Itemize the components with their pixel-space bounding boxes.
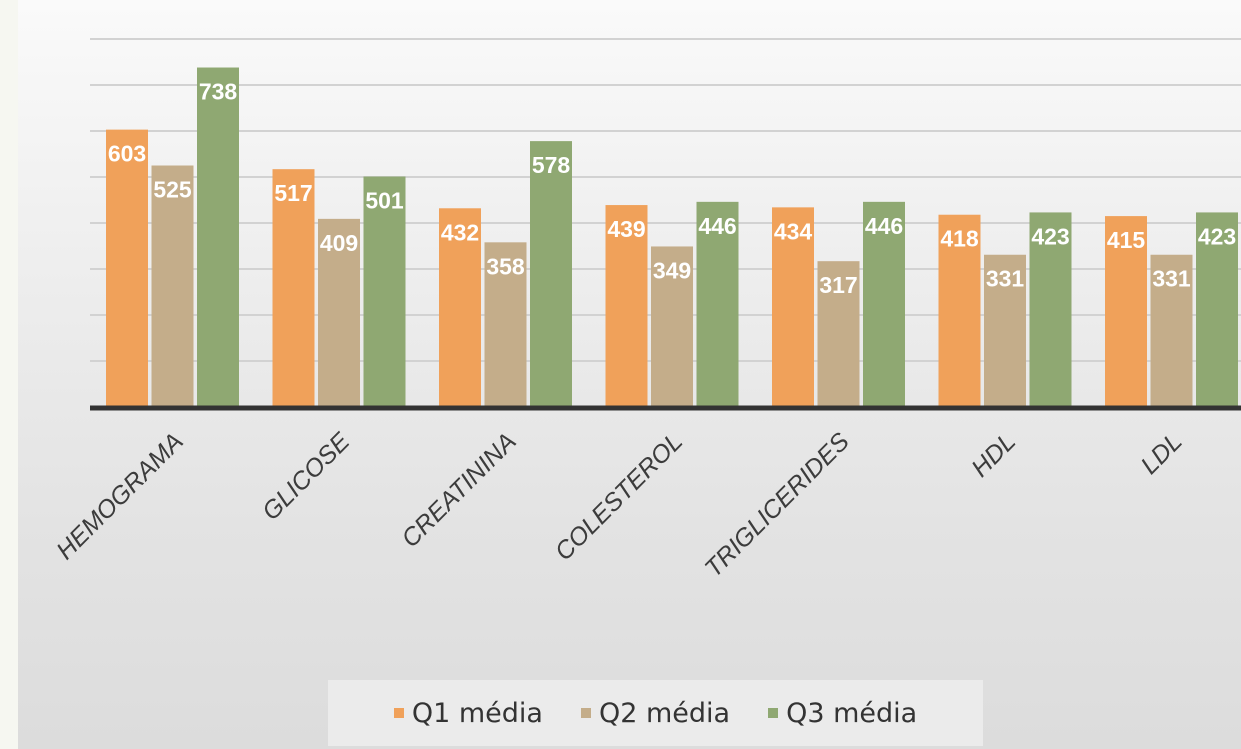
category-labels: HEMOGRAMA GLICOSE CREATININA COLESTEROL TRIG… — [51, 427, 1188, 583]
bar — [651, 246, 693, 407]
bar — [318, 218, 360, 407]
category-label: HEMOGRAMA — [51, 427, 189, 565]
category-label: TRIGLICERIDES — [699, 427, 855, 583]
bar — [197, 67, 239, 408]
bar — [1196, 212, 1238, 407]
data-label: 358 — [486, 253, 525, 279]
bar — [151, 165, 194, 407]
data-label: 432 — [441, 219, 479, 245]
bar — [1029, 212, 1072, 407]
category-label: COLESTEROL — [550, 427, 689, 566]
data-label: 415 — [1107, 227, 1146, 253]
data-label: 349 — [653, 257, 691, 283]
chart-panel: 603 525 738 517 409 501 432 358 578 439 349 446 434 3… — [18, 0, 1241, 749]
bar — [106, 129, 148, 407]
bar — [439, 208, 481, 407]
bars — [106, 67, 1238, 408]
bar — [984, 254, 1026, 407]
data-label: 603 — [108, 141, 146, 167]
bar — [484, 242, 527, 407]
bar — [272, 169, 315, 407]
data-label: 578 — [532, 152, 571, 178]
data-label: 446 — [865, 213, 903, 239]
legend-label: Q3 média — [786, 697, 918, 729]
bar — [1105, 216, 1147, 407]
legend-swatch — [393, 708, 404, 718]
legend: Q1 média Q2 média Q3 média — [328, 680, 983, 746]
bar — [363, 176, 406, 407]
legend-swatch — [580, 708, 591, 718]
data-label: 738 — [199, 79, 238, 105]
category-label: HDL — [966, 427, 1021, 482]
data-label: 446 — [698, 213, 736, 239]
data-label: 317 — [819, 272, 857, 298]
data-labels: 603 525 738 517 409 501 432 358 578 439 349 446 434 3… — [108, 79, 1236, 299]
legend-swatch — [768, 708, 779, 718]
bar — [605, 205, 648, 407]
category-label: CREATININA — [396, 427, 522, 553]
bar — [817, 261, 860, 407]
data-label: 418 — [940, 226, 979, 252]
data-label: 331 — [1152, 266, 1191, 292]
legend-item: Q2 média — [580, 697, 731, 729]
data-label: 331 — [986, 266, 1025, 292]
bar — [938, 214, 981, 407]
data-label: 501 — [365, 188, 404, 214]
bar — [696, 201, 739, 407]
legend-label: Q1 média — [411, 697, 543, 729]
data-label: 423 — [1031, 223, 1069, 249]
legend-label: Q2 média — [598, 697, 731, 729]
bar — [863, 201, 905, 407]
bar — [772, 207, 814, 407]
legend-item: Q1 média — [393, 697, 543, 729]
data-label: 434 — [774, 218, 813, 244]
category-label: GLICOSE — [257, 427, 356, 526]
bar-chart: 603 525 738 517 409 501 432 358 578 439 349 446 434 3… — [51, 38, 1241, 583]
bar — [1150, 254, 1193, 407]
data-label: 439 — [607, 216, 645, 242]
bar — [530, 141, 572, 407]
data-label: 517 — [274, 180, 312, 206]
legend-item: Q3 média — [768, 698, 917, 729]
data-label: 409 — [320, 230, 358, 256]
category-label: LDL — [1136, 427, 1188, 479]
data-label: 423 — [1198, 223, 1236, 249]
data-label: 525 — [153, 177, 192, 203]
